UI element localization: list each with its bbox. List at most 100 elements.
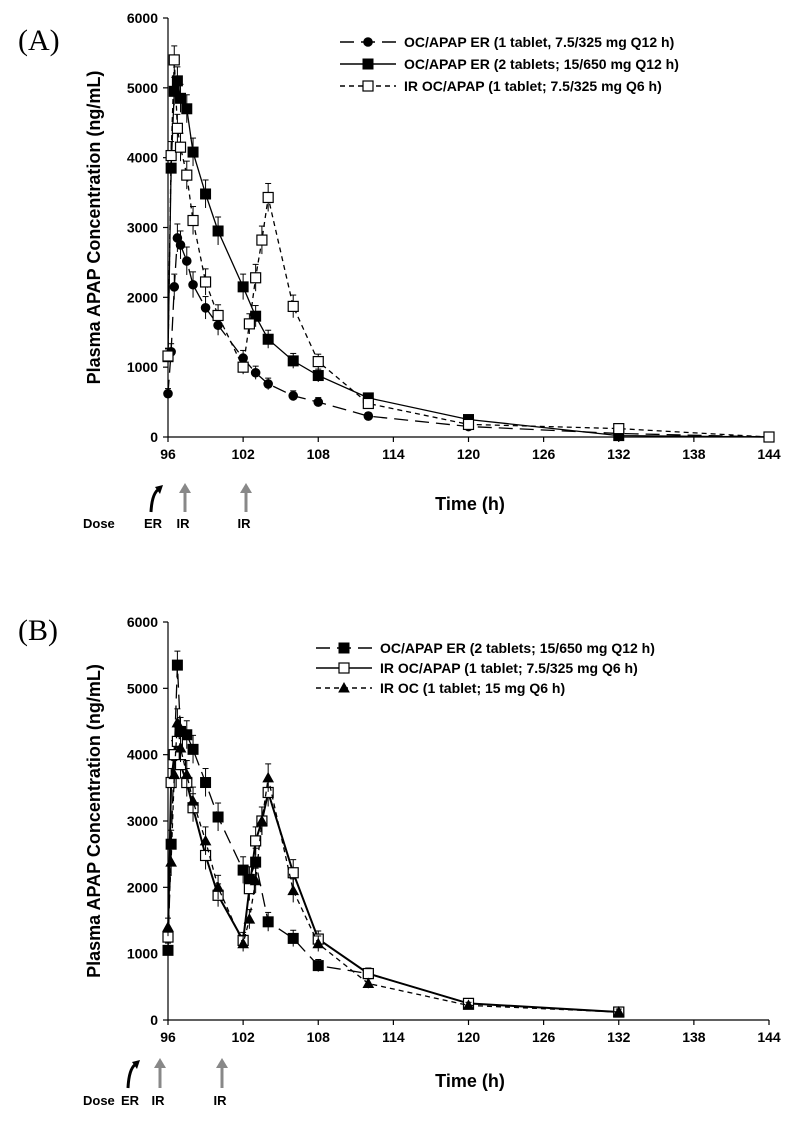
data-point-a-3 (174, 141, 187, 153)
data-point-a-1 (250, 367, 261, 378)
data-point-b-3 (243, 913, 256, 924)
data-point-a-3 (181, 169, 193, 181)
data-point-a-3 (212, 309, 224, 322)
data-point-a-3 (287, 300, 299, 313)
series-line-b-3 (167, 722, 619, 1013)
x-axis-title-b: Time (h) (435, 1071, 505, 1091)
y-tick-label-b: 2000 (127, 879, 158, 895)
data-point-a-1 (181, 256, 192, 266)
data-point-b-1 (312, 960, 324, 972)
legend-label-a-2: OC/APAP ER (2 tablets; 15/650 mg Q12 h) (404, 56, 679, 72)
data-point-a-1 (288, 390, 299, 401)
data-point-a-1 (169, 282, 180, 292)
dose-arrow-b-3 (216, 1058, 228, 1088)
legend-label-b-1: OC/APAP ER (2 tablets; 15/650 mg Q12 h) (380, 640, 655, 656)
x-tick-label-a: 120 (457, 446, 481, 462)
y-tick-label-a: 3000 (127, 220, 158, 236)
legend-label-a-3: IR OC/APAP (1 tablet; 7.5/325 mg Q6 h) (404, 78, 662, 94)
data-point-a-3 (262, 191, 274, 204)
data-point-b-3 (171, 716, 184, 728)
dose-annotation-a: Dose ER IR IR (83, 483, 252, 531)
data-point-b-3 (174, 742, 187, 753)
data-point-b-3 (165, 856, 177, 867)
data-point-a-3 (256, 234, 268, 246)
data-point-b-3 (262, 771, 275, 783)
data-point-b-3 (199, 834, 212, 846)
data-point-b-1 (200, 777, 212, 789)
data-point-a-2 (312, 370, 324, 382)
y-tick-label-b: 4000 (127, 747, 158, 763)
data-point-b-2 (362, 967, 374, 980)
data-point-a-3 (168, 54, 180, 66)
y-tick-label-b: 6000 (127, 614, 158, 630)
dose-arrow-b-1-shaft (126, 1062, 137, 1089)
series-line-b-1 (167, 665, 619, 1013)
x-tick-label-a: 96 (160, 446, 176, 462)
legend-b: OC/APAP ER (2 tablets; 15/650 mg Q12 h) I… (316, 640, 655, 696)
dose-label-a: Dose (83, 516, 115, 531)
data-point-a-1 (363, 411, 374, 421)
legend-marker-a-1 (363, 37, 373, 47)
dose-arrow-b-3-head (216, 1058, 228, 1068)
data-point-a-1 (313, 397, 324, 407)
data-point-a-1 (263, 379, 273, 389)
panel-label-a: (A) (18, 24, 60, 57)
data-point-a-3 (199, 276, 212, 288)
data-point-b-2 (250, 835, 262, 847)
data-point-a-2 (287, 355, 299, 367)
data-point-a-3 (250, 272, 262, 284)
y-tick-label-a: 5000 (127, 80, 158, 96)
dose-arrow-label-b-1: ER (121, 1093, 140, 1108)
data-point-a-1 (188, 279, 198, 290)
data-point-a-1 (163, 388, 173, 399)
dose-arrow-a-1 (149, 485, 163, 513)
data-point-b-3 (180, 768, 193, 780)
dose-arrow-label-a-2: IR (177, 516, 191, 531)
data-point-b-3 (237, 937, 249, 949)
data-point-b-1 (187, 743, 199, 755)
x-tick-label-b: 126 (532, 1029, 556, 1045)
data-point-a-3 (312, 355, 324, 368)
data-point-b-1 (171, 659, 183, 671)
x-tick-label-b: 138 (682, 1029, 706, 1045)
dose-arrow-b-2 (154, 1058, 166, 1088)
x-tick-label-a: 126 (532, 446, 556, 462)
legend-label-b-3: IR OC (1 tablet; 15 mg Q6 h) (380, 680, 565, 696)
dose-arrow-label-a-1: ER (144, 516, 163, 531)
data-point-a-2 (237, 281, 249, 293)
data-point-a-3 (763, 431, 775, 443)
data-point-a-1 (200, 303, 211, 313)
data-point-a-3 (165, 149, 177, 162)
data-point-a-3 (237, 361, 249, 373)
legend-marker-b-3 (338, 681, 350, 693)
dose-arrow-label-b-3: IR (214, 1093, 228, 1108)
x-tick-label-b: 96 (160, 1029, 176, 1045)
data-point-a-2 (171, 75, 183, 87)
data-point-b-2 (287, 867, 299, 879)
series-a-2 (162, 66, 775, 443)
dose-arrow-a-3-head (240, 483, 252, 493)
y-tick-label-b: 3000 (127, 813, 158, 829)
data-point-b-1 (287, 932, 299, 944)
data-point-a-3 (462, 418, 475, 431)
x-tick-label-a: 132 (607, 446, 631, 462)
data-point-a-3 (162, 350, 174, 362)
data-point-b-3 (312, 937, 325, 949)
data-point-a-2 (262, 333, 274, 345)
data-point-a-3 (171, 122, 183, 134)
data-point-a-3 (362, 397, 374, 410)
data-point-b-3 (462, 999, 475, 1010)
legend-marker-b-2 (338, 662, 350, 674)
data-point-b-1 (250, 856, 262, 868)
data-point-b-1 (237, 864, 249, 876)
y-tick-label-a: 0 (150, 429, 158, 445)
legend-marker-a-3 (362, 80, 374, 92)
dose-arrow-b-1 (126, 1060, 140, 1089)
data-point-a-2 (212, 225, 224, 237)
panel-label-b: (B) (18, 614, 58, 647)
dose-arrow-a-1-head (155, 485, 163, 494)
series-a-1 (163, 223, 774, 442)
y-tick-label-a: 1000 (127, 359, 158, 375)
data-point-b-3 (256, 814, 268, 826)
